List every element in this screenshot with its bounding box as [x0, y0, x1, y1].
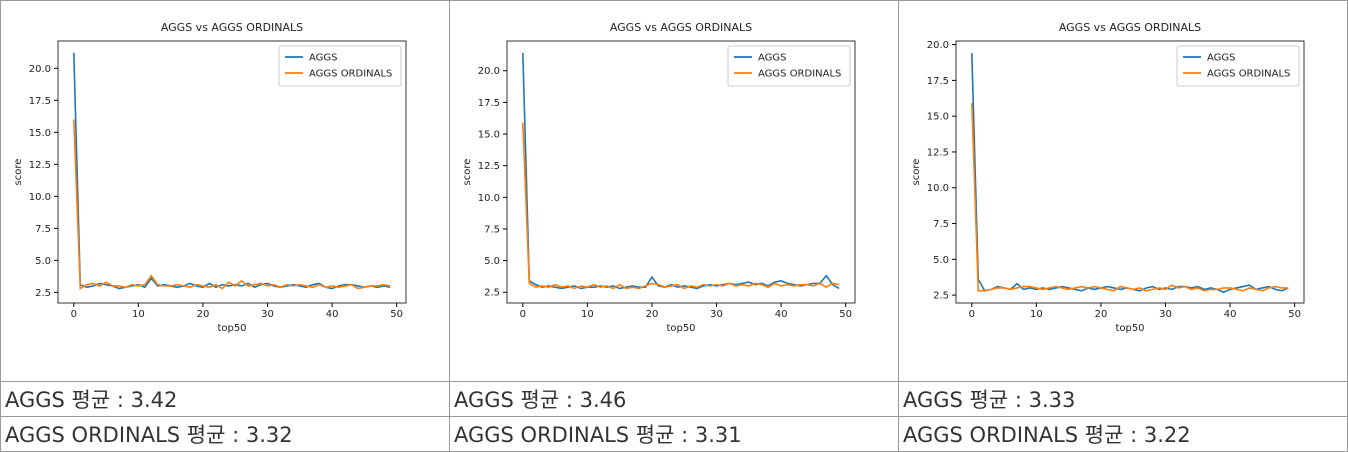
x-tick-label: 50: [390, 309, 403, 320]
y-tick-label: 5.0: [933, 255, 949, 266]
chart: AGGS vs AGGS ORDINALS top50 score 0 10 20 30 40…: [13, 21, 407, 334]
x-tick-label: 20: [646, 309, 659, 320]
x-tick-label: 40: [326, 309, 339, 320]
y-tick-label: 15.0: [927, 112, 949, 123]
chart-cell: AGGS vs AGGS ORDINALS top50 score 0 10 20 30 40…: [898, 0, 1348, 382]
caption: AGGS 평균 : 3.42: [0, 381, 450, 417]
chart-cell: AGGS vs AGGS ORDINALS top50 score 0 10 20 30 40…: [0, 0, 450, 382]
y-tick-label: 7.5: [35, 224, 51, 235]
y-tick-label: 15.0: [29, 128, 51, 139]
x-tick-label: 20: [1095, 309, 1108, 320]
y-axis-label: score: [13, 159, 24, 186]
y-tick-label: 20.0: [927, 40, 949, 51]
y-tick-label: 10.0: [478, 193, 500, 204]
caption: AGGS 평균 : 3.33: [898, 381, 1348, 417]
caption: AGGS ORDINALS 평균 : 3.22: [898, 416, 1348, 452]
x-axis-label: top50: [1115, 323, 1144, 334]
plot-frame: [955, 40, 1305, 304]
legend-box: [727, 45, 851, 87]
x-tick-label: 30: [261, 309, 274, 320]
line-series: [971, 53, 1289, 294]
legend-label: AGGS ORDINALS: [758, 69, 841, 80]
y-tick-label: 12.5: [927, 147, 949, 158]
legend-label: AGGS: [1207, 53, 1236, 64]
y-tick-label: 7.5: [933, 219, 949, 230]
x-axis-label: top50: [217, 323, 246, 334]
y-tick-label: 2.5: [484, 288, 500, 299]
chart: AGGS vs AGGS ORDINALS top50 score 0 10 20 30 40…: [911, 21, 1305, 334]
caption: AGGS 평균 : 3.46: [449, 381, 899, 417]
legend-box: [1176, 45, 1300, 87]
chart-cell: AGGS vs AGGS ORDINALS top50 score 0 10 20 30 40…: [449, 0, 899, 382]
legend-label: AGGS: [309, 53, 338, 64]
y-tick-label: 2.5: [933, 291, 949, 302]
legend-label: AGGS ORDINALS: [309, 69, 392, 80]
caption: AGGS ORDINALS 평균 : 3.31: [449, 416, 899, 452]
y-tick-label: 15.0: [478, 130, 500, 141]
plot-frame: [506, 40, 856, 304]
legend-label: AGGS: [758, 53, 787, 64]
y-tick-label: 12.5: [478, 161, 500, 172]
x-axis-label: top50: [666, 323, 695, 334]
chart: AGGS vs AGGS ORDINALS top50 score 0 10 20 30 40…: [462, 21, 856, 334]
y-tick-label: 5.0: [35, 256, 51, 267]
x-tick-label: 0: [71, 309, 77, 320]
y-tick-label: 17.5: [478, 98, 500, 109]
y-axis-label: score: [462, 159, 473, 186]
y-tick-label: 10.0: [927, 183, 949, 194]
line-series: [971, 103, 1289, 292]
y-tick-label: 5.0: [484, 256, 500, 267]
x-tick-label: 30: [710, 309, 723, 320]
chart-title: AGGS vs AGGS ORDINALS: [161, 21, 303, 34]
x-tick-label: 10: [1030, 309, 1043, 320]
x-tick-label: 50: [839, 309, 852, 320]
chart-title: AGGS vs AGGS ORDINALS: [610, 21, 752, 34]
x-tick-label: 10: [581, 309, 594, 320]
x-tick-label: 40: [775, 309, 788, 320]
x-tick-label: 0: [969, 309, 975, 320]
y-tick-label: 7.5: [484, 224, 500, 235]
x-tick-label: 50: [1288, 309, 1301, 320]
chart-title: AGGS vs AGGS ORDINALS: [1059, 21, 1201, 34]
y-tick-label: 17.5: [927, 76, 949, 87]
legend-label: AGGS ORDINALS: [1207, 69, 1290, 80]
plot-frame: [57, 40, 407, 304]
y-tick-label: 2.5: [35, 288, 51, 299]
y-tick-label: 10.0: [29, 192, 51, 203]
line-series: [522, 122, 840, 290]
x-tick-label: 30: [1159, 309, 1172, 320]
y-axis-label: score: [911, 159, 922, 186]
x-tick-label: 0: [520, 309, 526, 320]
y-tick-label: 17.5: [29, 96, 51, 107]
x-tick-label: 10: [132, 309, 145, 320]
x-tick-label: 40: [1224, 309, 1237, 320]
y-tick-label: 20.0: [478, 66, 500, 77]
legend-box: [278, 45, 402, 87]
caption: AGGS ORDINALS 평균 : 3.32: [0, 416, 450, 452]
line-series: [73, 52, 391, 290]
line-series: [73, 119, 391, 290]
line-series: [522, 53, 840, 290]
x-tick-label: 20: [197, 309, 210, 320]
y-tick-label: 12.5: [29, 160, 51, 171]
y-tick-label: 20.0: [29, 64, 51, 75]
